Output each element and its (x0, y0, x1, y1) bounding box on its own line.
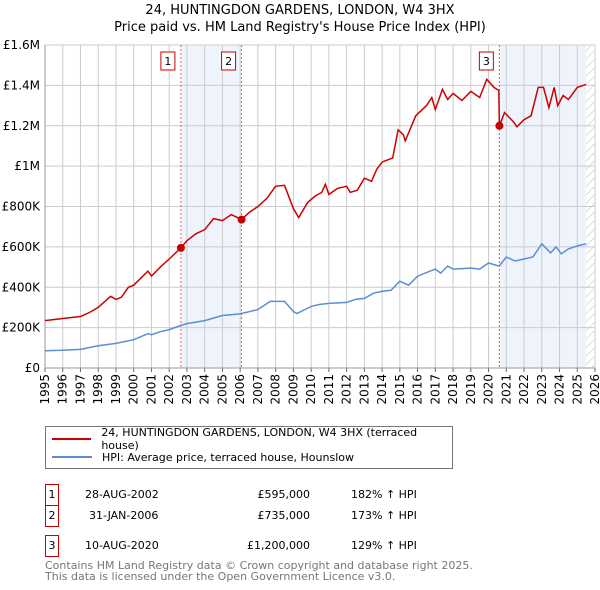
sale-label: 3 (483, 55, 490, 68)
legend: 24, HUNTINGDON GARDENS, LONDON, W4 3HX (… (45, 426, 453, 469)
x-tick-label: 2010 (304, 374, 318, 405)
x-tick-label: 2021 (499, 374, 513, 405)
sale-label-box (478, 51, 494, 71)
y-tick-label: £1.4M (3, 78, 40, 92)
transaction-date: 31-JAN-2006 (89, 509, 159, 522)
x-tick-label: 1999 (109, 374, 123, 405)
sale-label-box (221, 51, 237, 71)
y-tick-label: £200K (2, 321, 42, 335)
chart-subtitle: Price paid vs. HM Land Registry's House … (114, 20, 486, 35)
sale-label: 1 (164, 55, 171, 68)
sale-point (495, 121, 504, 130)
transaction-row: 2 31-JAN-2006 £735,000 173% ↑ HPI (45, 505, 445, 527)
x-tick-label: 1998 (91, 374, 105, 405)
x-tick-label: 2025 (570, 374, 584, 405)
x-tick-label: 2018 (446, 374, 460, 405)
x-tick-label: 1997 (73, 374, 87, 405)
y-tick-label: £600K (2, 240, 42, 254)
x-tick-label: 2006 (233, 374, 247, 405)
x-tick-label: 2000 (127, 374, 141, 405)
transaction-date: 28-AUG-2002 (85, 488, 159, 501)
footer: Contains HM Land Registry data © Crown c… (45, 560, 473, 582)
x-tick-label: 2011 (322, 374, 336, 405)
legend-item-hpi: HPI: Average price, terraced house, Houn… (52, 449, 354, 465)
sale-label: 2 (225, 55, 232, 68)
x-tick-label: 2012 (340, 374, 354, 405)
transaction-row: 1 28-AUG-2002 £595,000 182% ↑ HPI (45, 484, 445, 506)
transaction-number: 2 (45, 505, 59, 527)
x-tick-label: 1995 (38, 374, 52, 405)
sale-label-box (160, 51, 176, 71)
x-tick-label: 2023 (535, 374, 549, 405)
legend-label: HPI: Average price, terraced house, Houn… (102, 450, 354, 464)
x-tick-label: 2002 (162, 374, 176, 405)
transaction-price: £595,000 (257, 488, 311, 501)
transaction-hpi: 129% ↑ HPI (351, 539, 417, 552)
x-tick-label: 2019 (464, 374, 478, 405)
x-tick-label: 2008 (269, 374, 283, 405)
y-tick-label: £1M (14, 159, 40, 173)
x-tick-label: 2007 (251, 374, 265, 405)
y-tick-label: £0 (25, 361, 40, 375)
transaction-row: 3 10-AUG-2020 £1,200,000 129% ↑ HPI (45, 535, 445, 557)
transaction-hpi: 173% ↑ HPI (351, 509, 417, 522)
hpi-line (44, 242, 587, 352)
x-tick-label: 2001 (144, 374, 158, 405)
property-price-line (44, 77, 587, 322)
transaction-hpi: 182% ↑ HPI (351, 488, 417, 501)
x-tick-label: 2015 (393, 374, 407, 405)
transaction-date: 10-AUG-2020 (85, 539, 159, 552)
chart-title: 24, HUNTINGDON GARDENS, LONDON, W4 3HX (145, 3, 455, 18)
x-tick-label: 2009 (286, 374, 300, 405)
x-tick-label: 2017 (428, 374, 442, 405)
x-tick-label: 2003 (180, 374, 194, 405)
legend-line-red (52, 438, 92, 440)
transaction-price: £1,200,000 (247, 539, 310, 552)
sale-point (237, 215, 246, 224)
y-tick-label: £400K (2, 280, 42, 294)
legend-item-property: 24, HUNTINGDON GARDENS, LONDON, W4 3HX (… (52, 426, 452, 452)
x-tick-label: 2004 (198, 374, 212, 405)
transaction-number: 1 (45, 484, 59, 506)
x-tick-label: 2026 (588, 374, 600, 405)
x-tick-label: 2013 (357, 374, 371, 405)
y-tick-label: £800K (2, 200, 42, 214)
x-tick-label: 2022 (517, 374, 531, 405)
price-chart: 1995 1996 1997 1998 1999 2000 2001 2002 2003 2004… (2, 38, 600, 405)
x-tick-label: 2016 (411, 374, 425, 405)
legend-line-blue (52, 456, 92, 458)
y-tick-label: £1.2M (3, 119, 40, 133)
transaction-number: 3 (45, 535, 59, 557)
y-tick-label: £1.6M (3, 38, 40, 52)
x-tick-label: 2024 (553, 374, 567, 405)
footer-licence: This data is licensed under the Open Gov… (45, 570, 396, 583)
transaction-price: £735,000 (257, 509, 311, 522)
x-tick-label: 1996 (56, 374, 70, 405)
x-tick-label: 2020 (482, 374, 496, 405)
sale-point (176, 243, 185, 252)
x-tick-label: 2005 (215, 374, 229, 405)
legend-label: 24, HUNTINGDON GARDENS, LONDON, W4 3HX (… (101, 426, 418, 452)
x-tick-label: 2014 (375, 374, 389, 405)
footer-copyright: Contains HM Land Registry data © Crown c… (45, 559, 473, 572)
